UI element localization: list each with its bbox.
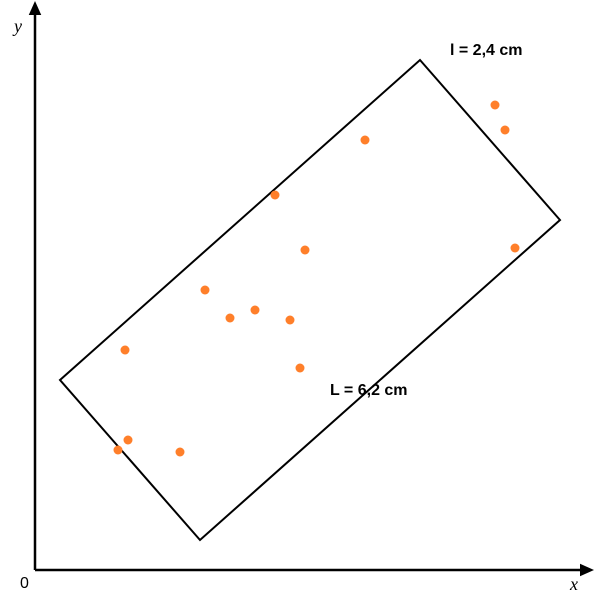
- length-label: L = 6,2 cm: [330, 382, 408, 399]
- data-point: [114, 446, 123, 455]
- data-point: [501, 126, 510, 135]
- y-axis-label: y: [12, 16, 22, 36]
- origin-label: 0: [20, 575, 29, 592]
- data-point: [361, 136, 370, 145]
- rectangle-outline: [60, 60, 560, 540]
- data-point: [124, 436, 133, 445]
- data-point: [511, 244, 520, 253]
- data-point: [226, 314, 235, 323]
- data-point: [121, 346, 130, 355]
- width-label: l = 2,4 cm: [450, 42, 523, 59]
- data-point: [271, 191, 280, 200]
- data-point: [251, 306, 260, 315]
- data-point: [301, 246, 310, 255]
- data-point: [286, 316, 295, 325]
- data-point: [491, 101, 500, 110]
- diagram-canvas: x y 0 l = 2,4 cm L = 6,2 cm: [0, 0, 600, 604]
- x-axis-label: x: [569, 574, 578, 594]
- data-point: [296, 364, 305, 373]
- data-point: [201, 286, 210, 295]
- x-axis-arrow-icon: [580, 564, 594, 577]
- y-axis-arrow-icon: [29, 1, 42, 15]
- data-point: [176, 448, 185, 457]
